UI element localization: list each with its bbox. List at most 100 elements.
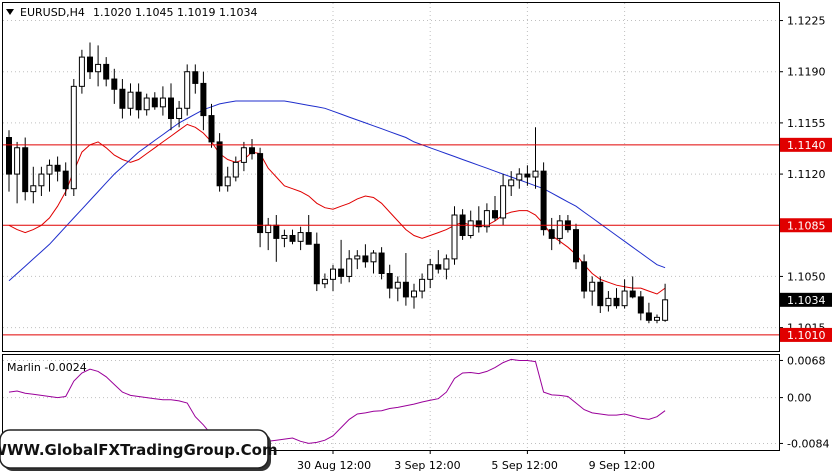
candle xyxy=(532,127,539,189)
candle xyxy=(38,166,45,197)
candle xyxy=(637,291,644,321)
candle-body xyxy=(313,243,320,285)
price-tick-label: 1.1155 xyxy=(787,117,826,130)
candle-body xyxy=(654,316,660,321)
candle-body xyxy=(362,255,369,263)
candle-body xyxy=(176,107,183,120)
candle-body xyxy=(119,88,126,109)
candle xyxy=(281,229,288,248)
candle xyxy=(564,215,571,233)
candle-body xyxy=(435,264,442,270)
candle-body xyxy=(573,229,579,263)
candle xyxy=(613,288,620,309)
candle-body xyxy=(14,147,21,175)
candle-body xyxy=(556,220,563,239)
candle xyxy=(459,209,466,240)
candle-body xyxy=(629,290,636,298)
level-label: 1.1010 xyxy=(787,329,826,342)
candle-body xyxy=(508,179,515,187)
candle xyxy=(151,92,158,110)
candle xyxy=(95,45,102,87)
candle xyxy=(621,279,628,309)
moving-averages xyxy=(8,100,666,295)
candle-body xyxy=(46,164,53,175)
candle-body xyxy=(645,312,652,321)
candle-body xyxy=(532,170,539,178)
candle xyxy=(305,215,312,245)
candle xyxy=(232,156,239,182)
candle-body xyxy=(354,255,361,260)
indicator-line xyxy=(8,358,666,448)
candle-body xyxy=(581,261,588,292)
dropdown-triangle-icon[interactable] xyxy=(6,9,14,15)
price-tick-label: 1.1225 xyxy=(787,15,826,28)
candle-body xyxy=(402,281,409,298)
candle xyxy=(370,250,377,274)
candle xyxy=(192,64,199,94)
candle xyxy=(654,314,660,324)
candle xyxy=(249,138,255,160)
candle xyxy=(556,215,563,245)
candle-body xyxy=(249,147,255,155)
candle-body xyxy=(338,268,345,277)
candle-body xyxy=(232,161,239,178)
candle-body xyxy=(321,278,328,285)
candle-body xyxy=(346,258,353,277)
level-label: 1.1140 xyxy=(787,139,826,152)
candle xyxy=(289,229,296,245)
candle-body xyxy=(419,278,426,292)
candle-body xyxy=(516,173,523,181)
candle-body xyxy=(273,224,280,239)
indicator-label: Marlin -0.0024 xyxy=(7,361,87,374)
candle xyxy=(54,156,61,182)
time-tick-label: 30 Aug 12:00 xyxy=(297,459,371,472)
candle-body xyxy=(257,153,264,234)
time-tick-label: 9 Sep 12:00 xyxy=(589,459,655,472)
candle xyxy=(492,196,498,221)
candle-body xyxy=(87,56,93,73)
candle xyxy=(508,171,515,197)
candle xyxy=(402,253,409,306)
level-label: 1.1085 xyxy=(787,219,826,232)
candle-body xyxy=(500,185,507,219)
candle xyxy=(184,64,191,116)
candle-body xyxy=(54,164,61,172)
candle xyxy=(354,250,361,270)
candle-body xyxy=(597,281,604,307)
candle xyxy=(224,166,231,192)
candle xyxy=(321,273,328,289)
candle xyxy=(143,93,150,116)
candle-body xyxy=(135,91,142,111)
candle-body xyxy=(605,297,612,307)
watermark: WWW.GlobalFXTradingGroup.Com xyxy=(0,429,278,471)
candle-body xyxy=(103,63,110,80)
candle-body xyxy=(451,214,458,260)
time-axis: 30 Aug 12:00 3 Sep 12:00 5 Sep 12:00 9 Sep … xyxy=(297,450,655,472)
candle xyxy=(273,215,280,262)
candle-body xyxy=(637,296,644,314)
time-tick-label: 3 Sep 12:00 xyxy=(394,459,460,472)
candle-body xyxy=(151,97,158,108)
candle-body xyxy=(621,290,628,307)
candle-body xyxy=(589,281,596,292)
candle xyxy=(103,57,110,87)
candle-body xyxy=(208,115,215,143)
time-tick-label: 5 Sep 12:00 xyxy=(491,459,557,472)
indicator-tick-label: 0.0068 xyxy=(787,354,826,367)
ohlc-header: 1.1020 1.1045 1.1019 1.1034 xyxy=(93,6,257,19)
symbol-header: EURUSD,H4 xyxy=(20,6,85,19)
price-tick-label: 1.1190 xyxy=(787,66,826,79)
price-tick-label: 1.1120 xyxy=(787,168,826,181)
candle-body xyxy=(475,220,482,228)
candle xyxy=(346,250,353,283)
candle xyxy=(605,291,612,312)
chart-frames xyxy=(2,2,780,451)
current-price-box xyxy=(780,292,832,307)
candle xyxy=(78,49,85,94)
candle-body xyxy=(62,170,69,190)
candle xyxy=(516,168,523,189)
candle-body xyxy=(111,78,118,90)
candle xyxy=(597,276,604,313)
candle xyxy=(483,203,490,233)
candle xyxy=(240,141,247,172)
